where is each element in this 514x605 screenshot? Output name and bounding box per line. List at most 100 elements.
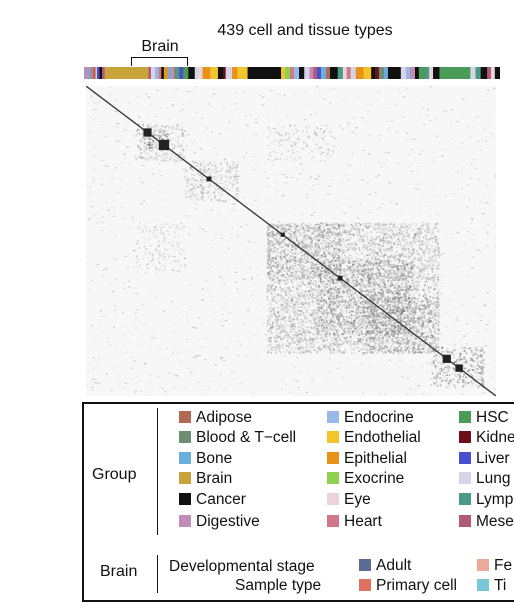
heatmap-cell bbox=[282, 225, 285, 227]
heatmap-speckle bbox=[450, 121, 452, 122]
heatmap-speckle bbox=[469, 136, 472, 138]
heatmap-cell bbox=[416, 338, 419, 340]
heatmap-speckle bbox=[383, 163, 386, 166]
heatmap-cell bbox=[397, 331, 399, 333]
heatmap-cell bbox=[232, 184, 235, 186]
heatmap-cell bbox=[181, 159, 183, 161]
heatmap-speckle bbox=[439, 254, 443, 256]
heatmap-cell bbox=[272, 282, 275, 285]
heatmap-cell bbox=[310, 276, 313, 278]
heatmap-speckle bbox=[246, 124, 249, 126]
heatmap-cell bbox=[402, 234, 404, 237]
heatmap-cell bbox=[172, 124, 175, 126]
heatmap-cell bbox=[382, 291, 384, 294]
heatmap-speckle bbox=[461, 189, 463, 190]
heatmap-cell bbox=[195, 161, 197, 164]
heatmap-cell bbox=[377, 254, 380, 256]
heatmap-cell bbox=[289, 328, 292, 330]
heatmap-speckle bbox=[283, 225, 286, 227]
heatmap-speckle bbox=[222, 364, 225, 366]
heatmap-cell bbox=[312, 273, 315, 275]
heatmap-speckle bbox=[111, 172, 113, 174]
heatmap-cell bbox=[314, 320, 316, 322]
heatmap-cell bbox=[220, 190, 223, 193]
heatmap-cell bbox=[142, 136, 145, 138]
heatmap-cell bbox=[226, 164, 229, 167]
heatmap-speckle bbox=[397, 90, 400, 93]
heatmap-speckle bbox=[336, 368, 340, 369]
heatmap-speckle bbox=[123, 213, 126, 215]
heatmap-cell bbox=[199, 165, 201, 168]
heatmap-cell bbox=[294, 229, 297, 232]
heatmap-speckle bbox=[141, 304, 145, 306]
heatmap-cell bbox=[325, 234, 328, 237]
heatmap-cell bbox=[339, 232, 341, 234]
heatmap-cell bbox=[290, 315, 293, 318]
heatmap-cell bbox=[404, 279, 407, 281]
heatmap-speckle bbox=[174, 161, 177, 163]
heatmap-speckle bbox=[155, 296, 158, 298]
heatmap-cell bbox=[399, 309, 401, 311]
heatmap-cell bbox=[377, 330, 379, 333]
heatmap-speckle bbox=[343, 212, 347, 214]
heatmap-cell bbox=[391, 305, 394, 307]
heatmap-cell bbox=[307, 348, 310, 351]
heatmap-cell bbox=[308, 313, 311, 315]
heatmap-cell bbox=[431, 302, 433, 305]
heatmap-cell bbox=[276, 270, 278, 272]
heatmap-cell bbox=[351, 260, 354, 263]
heatmap-cell bbox=[336, 347, 338, 349]
heatmap-cell bbox=[365, 329, 368, 332]
heatmap-cell bbox=[269, 308, 272, 311]
heatmap-cell bbox=[201, 196, 204, 198]
heatmap-cell bbox=[308, 282, 310, 284]
heatmap-cell bbox=[357, 271, 360, 274]
heatmap-cell bbox=[322, 345, 325, 348]
heatmap-speckle bbox=[193, 355, 196, 357]
colorbar-segment bbox=[355, 67, 364, 79]
heatmap-cell bbox=[337, 300, 339, 303]
heatmap-speckle bbox=[111, 290, 115, 293]
heatmap-speckle bbox=[168, 242, 171, 244]
heatmap-cell bbox=[299, 232, 301, 235]
heatmap-cell bbox=[411, 302, 414, 304]
heatmap-speckle bbox=[95, 102, 99, 105]
heatmap-cell bbox=[436, 295, 438, 298]
heatmap-cell bbox=[269, 343, 271, 346]
heatmap-cell bbox=[389, 289, 391, 292]
heatmap-cell bbox=[297, 332, 299, 335]
heatmap-cell bbox=[163, 131, 165, 133]
heatmap-cell bbox=[204, 172, 207, 174]
heatmap-speckle bbox=[384, 393, 386, 396]
heatmap-cell bbox=[436, 284, 438, 287]
heatmap-speckle bbox=[357, 326, 360, 327]
heatmap-speckle bbox=[343, 95, 345, 97]
heatmap-speckle bbox=[176, 314, 178, 316]
heatmap-speckle bbox=[417, 188, 420, 190]
heatmap-cell bbox=[298, 347, 300, 350]
heatmap-cell bbox=[358, 227, 360, 230]
heatmap-speckle bbox=[128, 286, 131, 288]
heatmap-cell bbox=[271, 284, 274, 287]
heatmap-cell bbox=[381, 262, 384, 264]
heatmap-cell bbox=[380, 332, 383, 334]
heatmap-speckle bbox=[318, 229, 321, 231]
heatmap-cell bbox=[324, 241, 327, 243]
heatmap-speckle bbox=[365, 274, 367, 276]
heatmap-cell bbox=[310, 314, 313, 317]
heatmap-cell bbox=[187, 182, 189, 185]
heatmap-cell bbox=[317, 274, 320, 276]
heatmap-cell bbox=[338, 249, 341, 251]
heatmap-cell bbox=[373, 262, 376, 264]
heatmap-cell bbox=[430, 309, 432, 311]
heatmap-speckle bbox=[374, 309, 376, 312]
heatmap-cell bbox=[313, 310, 315, 313]
heatmap-cell bbox=[186, 181, 188, 184]
heatmap-cell bbox=[330, 329, 333, 332]
heatmap-cell bbox=[312, 237, 315, 240]
heatmap-cell bbox=[300, 313, 302, 315]
heatmap-cell bbox=[189, 167, 192, 170]
heatmap-cell bbox=[284, 237, 287, 240]
heatmap-speckle bbox=[447, 387, 450, 389]
heatmap-speckle bbox=[367, 153, 371, 155]
